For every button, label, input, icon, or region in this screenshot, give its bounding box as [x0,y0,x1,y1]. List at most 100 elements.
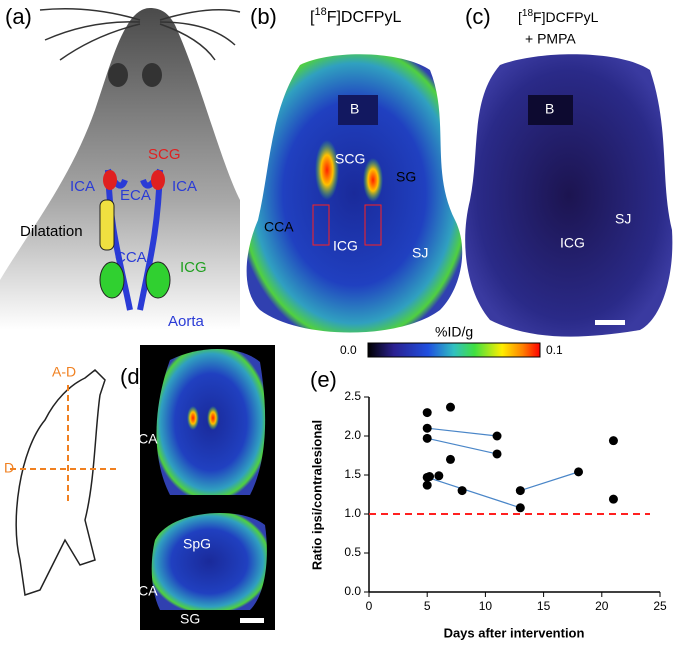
label: ECA [120,187,151,204]
label: CCA [264,219,294,235]
label: SJ [412,245,428,261]
colorbar-tick: 0.1 [546,343,563,357]
brain [528,95,573,125]
roi [364,204,382,246]
point [608,494,618,504]
point [445,454,455,464]
hotspot [187,406,199,430]
y-tick-label: 0.0 [344,584,361,598]
x-axis-label: Days after intervention [444,625,585,640]
panel-a: (a) SCG ICA ECA ICA Dilatation CCA ICG A… [0,4,241,330]
label: ICA [172,178,197,195]
point [515,486,525,496]
y-tick-label: 0.5 [344,545,361,559]
brain [338,95,378,125]
text: F]DCFPyL [327,9,402,26]
label: + PMPA [525,31,576,47]
hotspot [363,158,383,202]
point [422,433,432,443]
label: Aorta [168,313,205,330]
label: B [545,101,554,117]
panel-label: (c) [465,4,491,29]
connector [427,437,498,455]
panel-label: (d) [120,364,147,389]
connector [427,427,498,437]
scale-bar [595,320,625,325]
text: [ [518,9,522,25]
scg [151,170,165,190]
label: CCA [128,583,158,599]
label: CCA [115,249,147,266]
y-tick-label: 2.5 [344,389,361,403]
panel-e: (e) Ratio ipsi/contralesional Days after… [309,367,667,641]
colorbar: %ID/g 0.0 0.1 [340,324,563,358]
point [608,436,618,446]
y-axis-label: Ratio ipsi/contralesional [309,420,324,570]
point [515,503,525,513]
y-tick-label: 1.5 [344,467,361,481]
panel-label: (a) [5,4,32,29]
x-tick-label: 0 [366,599,373,613]
label: SCG [335,151,365,167]
label: SJ [615,211,631,227]
point [422,480,432,490]
point [434,471,444,481]
pet-image [465,54,673,337]
ear [108,63,128,87]
colorbar-tick: 0.0 [340,343,357,357]
point [425,472,435,482]
rat-outline [15,368,106,596]
x-tick-label: 20 [595,599,609,613]
y-tick-label: 2.0 [344,428,361,442]
panel-b: (b) [18F]DCFPyL B SCG SG CCA ICG SJ [246,4,463,333]
label: Dilatation [20,223,83,240]
scale-bar [240,618,264,623]
point [457,486,467,496]
x-tick-label: 15 [537,599,551,613]
label: ICA [70,178,95,195]
dilatation [99,199,115,251]
point [422,423,432,433]
label: A-D [52,364,76,380]
label: CCA [128,431,158,447]
colorbar-gradient [367,342,541,358]
connector [520,471,579,492]
point [574,467,584,477]
x-tick-label: 5 [424,599,431,613]
text: 18 [314,6,326,18]
text: [ [310,9,315,26]
panel-c: (c) [18F]DCFPyL + PMPA B SJ ICG [465,4,673,337]
pet-image [246,54,463,333]
scg [103,170,117,190]
x-tick-label: 25 [653,599,667,613]
point [422,408,432,418]
label: D [4,460,14,476]
tracer: [18F]DCFPyL [518,8,599,25]
icg [145,261,171,299]
label: ICG [333,238,358,254]
panel-d: A-D D (d) CCA CCA SpG SG [4,345,275,630]
panel-label: (e) [310,367,337,392]
tracer: [18F]DCFPyL [310,6,401,26]
point [492,449,502,459]
roi [312,204,330,246]
text: 18 [522,8,534,19]
label: B [350,101,359,117]
ear [142,63,162,87]
panel-label: (b) [250,4,277,29]
label: SpG [183,536,211,552]
text: F]DCFPyL [533,9,599,25]
y-tick-label: 1.0 [344,506,361,520]
hotspot [207,406,219,430]
label: SG [180,611,200,627]
point [445,402,455,412]
x-tick-label: 10 [479,599,493,613]
mouse-head [0,8,240,330]
connector [427,476,521,509]
pet-image [151,513,267,610]
colorbar-label: %ID/g [435,324,473,340]
label: ICG [560,235,585,251]
point [492,431,502,441]
label: SCG [148,146,181,163]
